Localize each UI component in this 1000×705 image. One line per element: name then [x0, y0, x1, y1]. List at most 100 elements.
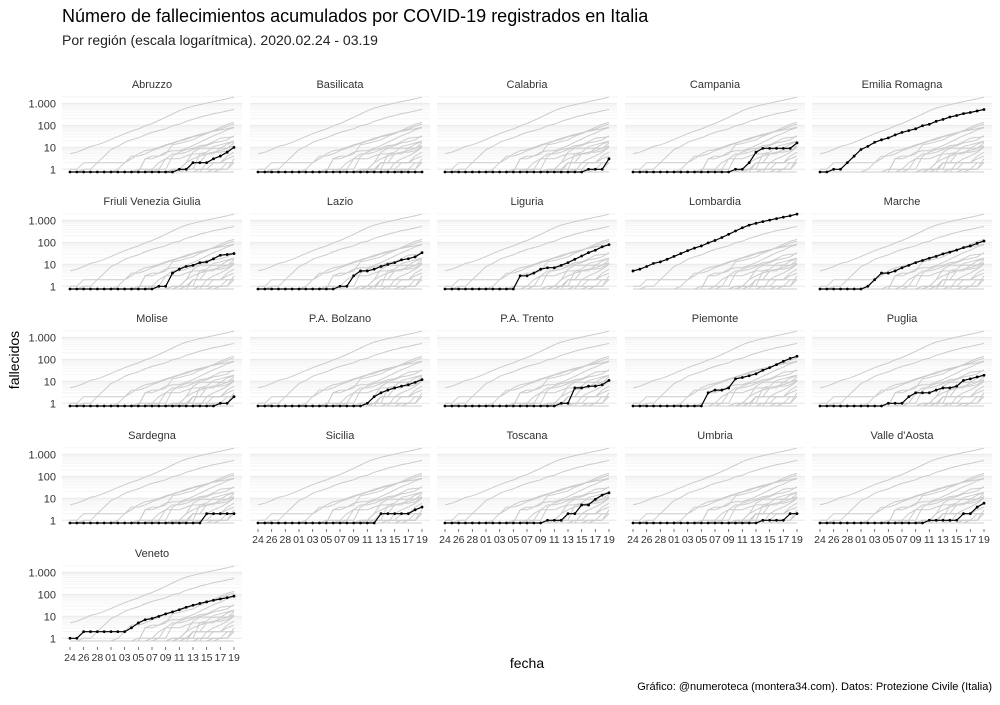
data-point — [720, 388, 724, 392]
y-tick-label: 1 — [50, 633, 56, 645]
x-tick-label: 05 — [132, 652, 144, 664]
x-tick-label: 17 — [214, 652, 226, 664]
background-series-line — [632, 330, 798, 389]
facet-panel-puglia: Puglia — [812, 313, 992, 408]
data-point — [457, 521, 461, 525]
x-tick-label: 19 — [978, 534, 990, 546]
x-tick-label: 19 — [228, 652, 240, 664]
background-series-line — [69, 330, 235, 389]
data-point — [638, 521, 642, 525]
data-point — [566, 170, 570, 174]
data-point — [652, 262, 655, 265]
y-tick-label: 10 — [44, 493, 56, 505]
data-point — [645, 521, 649, 525]
facet-title: Calabria — [507, 79, 549, 91]
data-point — [859, 148, 863, 151]
x-tick-label: 15 — [201, 652, 213, 664]
data-point — [775, 363, 778, 367]
data-point — [184, 167, 188, 171]
data-point — [116, 170, 120, 174]
data-point — [102, 170, 106, 174]
data-point — [270, 170, 274, 174]
data-point — [665, 521, 669, 525]
data-point — [359, 269, 362, 273]
data-point — [532, 170, 536, 174]
data-point — [191, 263, 195, 267]
data-point — [775, 217, 778, 221]
data-point — [893, 401, 897, 405]
data-point — [706, 521, 710, 525]
x-tick-label: 11 — [737, 534, 748, 546]
data-point — [283, 287, 287, 291]
facet-panel-calabria: Calabria — [437, 79, 617, 174]
data-point — [491, 170, 495, 174]
x-tick-label: 15 — [576, 534, 588, 546]
data-point — [573, 512, 577, 516]
background-series-line — [633, 268, 798, 290]
background-series-line — [70, 610, 235, 642]
y-tick-label: 10 — [44, 611, 56, 623]
data-point — [775, 146, 778, 150]
data-point — [593, 497, 597, 501]
data-point — [283, 404, 287, 408]
y-tick-label: 1.000 — [28, 333, 56, 345]
data-point — [491, 287, 495, 291]
data-point — [859, 521, 863, 525]
data-point — [68, 521, 72, 525]
data-point — [177, 608, 181, 612]
data-point — [559, 170, 563, 174]
data-point — [171, 521, 174, 525]
data-point — [955, 248, 959, 252]
background-series-line — [258, 243, 423, 287]
data-point — [559, 401, 563, 405]
data-point — [727, 232, 731, 236]
data-point — [89, 521, 92, 525]
facet-title: Piemonte — [692, 313, 738, 325]
background-series-line — [444, 96, 610, 155]
chart-title: Número de fallecimientos acumulados por … — [62, 6, 649, 26]
x-tick-label: 09 — [535, 534, 547, 546]
data-point — [880, 271, 883, 275]
data-point — [191, 603, 195, 607]
y-tick-label: 100 — [38, 354, 56, 366]
data-point — [171, 271, 174, 275]
data-point — [686, 521, 690, 525]
data-point — [982, 108, 986, 111]
data-point — [532, 404, 536, 408]
y-tick-label: 10 — [44, 376, 56, 388]
facet-title: Valle d'Aosta — [870, 430, 934, 442]
data-point — [645, 170, 649, 174]
data-point — [95, 287, 99, 291]
data-point — [968, 244, 972, 248]
data-point — [386, 262, 390, 266]
data-point — [75, 287, 79, 291]
data-point — [775, 518, 778, 522]
facet-title: Lazio — [327, 196, 353, 208]
data-point — [788, 214, 792, 218]
data-point — [450, 521, 454, 525]
data-point — [218, 597, 222, 601]
data-point — [839, 287, 842, 291]
x-tick-label: 07 — [896, 534, 908, 546]
data-point — [934, 255, 938, 258]
x-tick-label: 11 — [924, 534, 935, 546]
data-point — [600, 167, 604, 171]
data-point — [177, 404, 181, 408]
data-point — [338, 521, 342, 525]
data-point — [825, 404, 829, 408]
data-point — [225, 401, 229, 405]
data-point — [761, 220, 765, 224]
x-tick-label: 15 — [764, 534, 776, 546]
data-point — [393, 386, 397, 390]
data-point — [198, 601, 202, 605]
x-tick-label: 03 — [682, 534, 694, 546]
background-series-line — [257, 213, 423, 272]
facet-title: Veneto — [135, 548, 169, 560]
data-point — [934, 119, 938, 123]
data-point — [907, 521, 911, 525]
data-point — [331, 404, 335, 408]
data-point — [505, 521, 508, 525]
data-point — [720, 521, 724, 525]
data-point — [768, 146, 772, 150]
x-tick-label: 26 — [453, 534, 465, 546]
